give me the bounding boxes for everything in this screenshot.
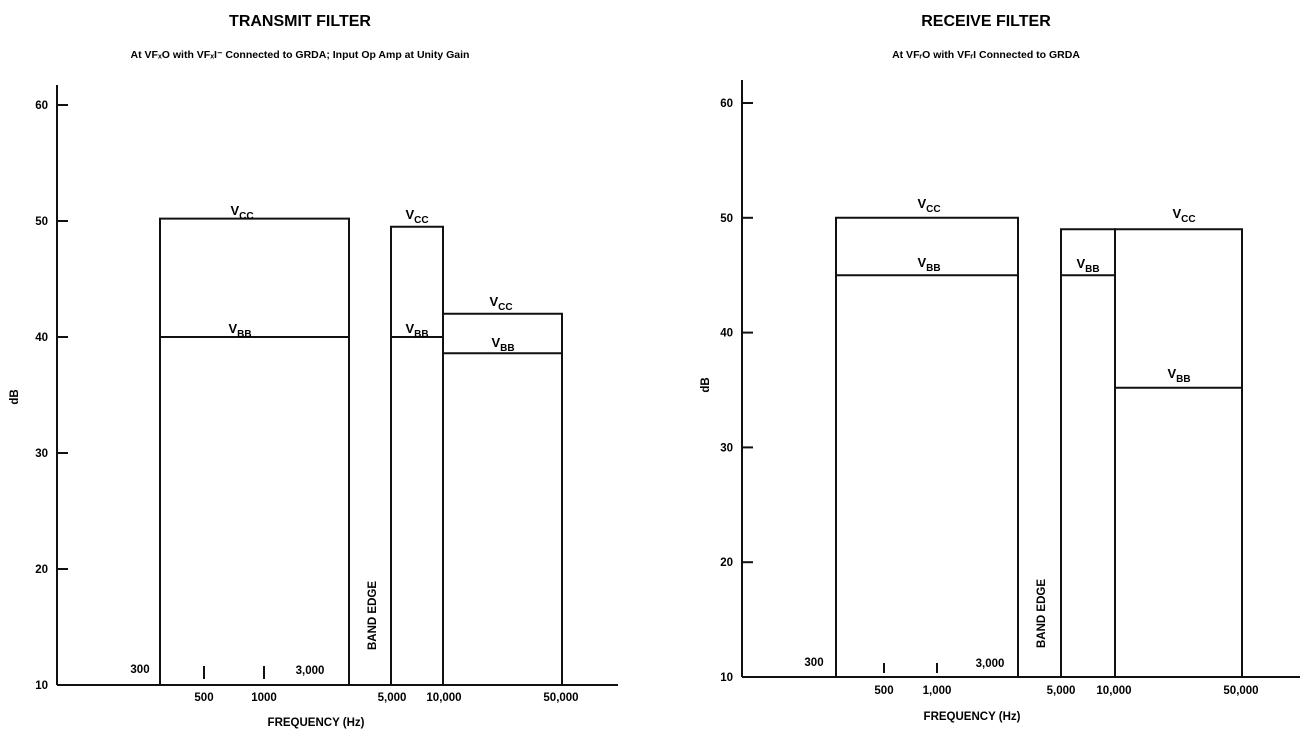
- y-tick-label: 10: [720, 672, 733, 684]
- y-tick-label: 40: [35, 332, 48, 344]
- y-tick-label: 10: [35, 680, 48, 692]
- chart-subtitle: At VFₓO with VFₓI⁻ Connected to GRDA; In…: [131, 49, 470, 61]
- series-label-vcc: VCC: [489, 294, 512, 313]
- series-label-vcc: VCC: [1172, 206, 1195, 225]
- y-tick-label: 50: [35, 216, 48, 228]
- y-axis: 10 20 30 40 50 60: [35, 85, 68, 692]
- series-label-text: V: [1076, 256, 1085, 271]
- series-label-text: V: [1172, 206, 1181, 221]
- vcc-limit-box: [390, 225, 444, 685]
- series-label-text: V: [917, 255, 926, 270]
- vcc-limit-box: [159, 217, 350, 685]
- chart-subtitle: At VFᵣO with VFᵣI Connected to GRDA: [892, 49, 1080, 61]
- y-tick-label: 40: [720, 328, 733, 340]
- series-label-vbb: VBB: [405, 321, 428, 340]
- series-label-vbb: VBB: [1076, 256, 1099, 275]
- series-label-text: V: [405, 207, 414, 222]
- y-tick-label: 30: [35, 448, 48, 460]
- x-tick-labels: 300 500 1000 3,000 5,000 10,000 50,000: [130, 664, 578, 704]
- band-edge-label: BAND EDGE: [1036, 579, 1048, 648]
- transmit-filter-chart: TRANSMIT FILTER At VFₓO with VFₓI⁻ Conne…: [9, 13, 618, 729]
- series-label-vcc: VCC: [230, 203, 253, 222]
- x-tick-label: 50,000: [1223, 685, 1258, 697]
- series-label-text: V: [228, 321, 237, 336]
- y-tick-label: 20: [35, 564, 48, 576]
- chart-title: TRANSMIT FILTER: [229, 13, 371, 30]
- vcc-limit-box: [1114, 228, 1243, 677]
- x-tick-label: 3,000: [976, 658, 1005, 670]
- chart-title: RECEIVE FILTER: [921, 13, 1051, 30]
- series-labels: VCC VCC VCC VBB VBB VBB: [228, 203, 514, 354]
- y-tick-label: 60: [35, 100, 48, 112]
- series-label-vbb: VBB: [491, 335, 514, 354]
- y-tick-label: 60: [720, 98, 733, 110]
- series-label-text: V: [489, 294, 498, 309]
- x-axis-label: FREQUENCY (Hz): [924, 711, 1021, 723]
- band-edge-label: BAND EDGE: [367, 581, 379, 650]
- series-label-vcc: VCC: [405, 207, 428, 226]
- mask-boxes: [159, 217, 563, 685]
- series-label-text: V: [917, 196, 926, 211]
- x-tick-label: 500: [194, 692, 213, 704]
- series-label-text: V: [230, 203, 239, 218]
- x-tick-label: 300: [804, 657, 823, 669]
- y-axis: 10 20 30 40 50 60: [720, 80, 753, 684]
- vcc-limit-box: [1060, 228, 1116, 677]
- series-label-text: V: [491, 335, 500, 350]
- x-tick-label: 5,000: [1047, 685, 1076, 697]
- x-tick-label: 10,000: [1096, 685, 1131, 697]
- series-label-vbb: VBB: [1167, 366, 1190, 385]
- mask-boxes: [835, 216, 1243, 677]
- x-tick-label: 50,000: [543, 692, 578, 704]
- vcc-limit-box: [835, 216, 1019, 677]
- x-axis-label: FREQUENCY (Hz): [268, 717, 365, 729]
- x-tick-label: 500: [874, 685, 893, 697]
- x-tick-label: 300: [130, 664, 149, 676]
- series-label-vbb: VBB: [228, 321, 251, 340]
- y-tick-label: 20: [720, 557, 733, 569]
- series-label-vbb: VBB: [917, 255, 940, 274]
- series-label-vcc: VCC: [917, 196, 940, 215]
- x-tick-labels: 300 500 1,000 3,000 5,000 10,000 50,000: [804, 657, 1258, 697]
- x-tick-label: 1000: [251, 692, 277, 704]
- x-tick-label: 1,000: [923, 685, 952, 697]
- x-tick-label: 3,000: [296, 665, 325, 677]
- y-axis-label: dB: [9, 389, 21, 404]
- series-labels: VCC VCC VBB VBB VBB: [917, 196, 1195, 385]
- receive-filter-chart: RECEIVE FILTER At VFᵣO with VFᵣI Connect…: [700, 13, 1300, 723]
- x-tick-label: 10,000: [426, 692, 461, 704]
- series-label-text: V: [405, 321, 414, 336]
- y-axis-label: dB: [700, 377, 712, 392]
- y-tick-label: 30: [720, 442, 733, 454]
- vcc-limit-box: [442, 312, 563, 685]
- x-tick-label: 5,000: [378, 692, 407, 704]
- series-label-text: V: [1167, 366, 1176, 381]
- y-tick-label: 50: [720, 213, 733, 225]
